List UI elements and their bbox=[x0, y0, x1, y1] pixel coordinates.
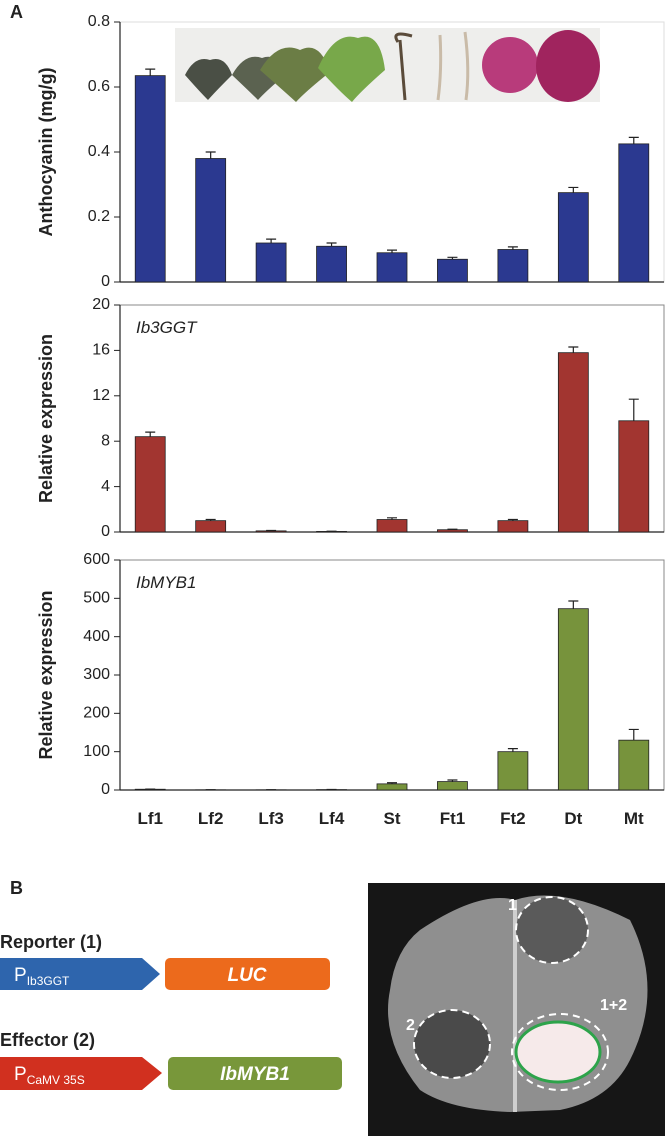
bar bbox=[619, 421, 649, 532]
x-tick-label: Mt bbox=[624, 809, 644, 828]
x-tick-label: Ft2 bbox=[500, 809, 526, 828]
panel-label: A bbox=[10, 2, 23, 22]
error-bar bbox=[568, 347, 578, 353]
error-bar bbox=[629, 729, 639, 740]
y-tick-label: 200 bbox=[83, 705, 110, 722]
y-tick-label: 20 bbox=[92, 296, 110, 313]
y-tick-label: 8 bbox=[101, 432, 110, 449]
y-tick-label: 500 bbox=[83, 590, 110, 607]
error-bar bbox=[206, 152, 216, 159]
y-axis-label: Anthocyanin (mg/g) bbox=[36, 68, 56, 237]
bar bbox=[256, 243, 286, 282]
error-bar bbox=[568, 601, 578, 609]
y-tick-label: 0.4 bbox=[88, 143, 110, 160]
y-tick-label: 0.2 bbox=[88, 208, 110, 225]
bar bbox=[437, 782, 467, 790]
x-tick-label: Lf1 bbox=[137, 809, 163, 828]
bar bbox=[437, 530, 467, 532]
bar bbox=[437, 259, 467, 282]
bar bbox=[196, 159, 226, 283]
error-bar bbox=[145, 432, 155, 437]
bar bbox=[377, 784, 407, 790]
gene-label: LUC bbox=[227, 965, 266, 986]
x-tick-label: Dt bbox=[564, 809, 582, 828]
error-bar bbox=[629, 399, 639, 421]
bar bbox=[558, 609, 588, 790]
y-tick-label: 0.6 bbox=[88, 78, 110, 95]
sample-photos bbox=[175, 28, 600, 102]
error-bar bbox=[327, 243, 337, 246]
y-tick-label: 0.8 bbox=[88, 13, 110, 30]
bar bbox=[498, 752, 528, 790]
reporter-title: Reporter (1) bbox=[0, 932, 102, 952]
bar bbox=[498, 250, 528, 283]
error-bar bbox=[266, 239, 276, 243]
bar bbox=[135, 437, 165, 532]
gene-label: Ib3GGT bbox=[136, 318, 198, 337]
bar bbox=[135, 76, 165, 282]
y-tick-label: 0 bbox=[101, 523, 110, 540]
bar bbox=[558, 353, 588, 532]
x-tick-label: Lf4 bbox=[319, 809, 345, 828]
error-bar bbox=[447, 529, 457, 530]
spot-label: 1+2 bbox=[600, 997, 627, 1014]
effector-title: Effector (2) bbox=[0, 1030, 95, 1050]
y-axis-label: Relative expression bbox=[36, 590, 56, 759]
construct-diagram: B Reporter (1) PIb3GGT LUC Effector (2) … bbox=[0, 878, 342, 1090]
panel-label: B bbox=[10, 878, 23, 898]
error-bar bbox=[568, 187, 578, 192]
x-tick-label: Ft1 bbox=[440, 809, 466, 828]
y-tick-label: 12 bbox=[92, 387, 110, 404]
bar bbox=[558, 193, 588, 282]
y-tick-label: 4 bbox=[101, 478, 110, 495]
bar bbox=[619, 144, 649, 282]
x-tick-label: St bbox=[384, 809, 401, 828]
error-bar bbox=[508, 749, 518, 752]
error-bar bbox=[145, 69, 155, 76]
bar bbox=[196, 521, 226, 532]
bar bbox=[317, 246, 347, 282]
bar bbox=[619, 740, 649, 790]
spot-label: 1 bbox=[508, 897, 517, 914]
error-bar bbox=[629, 137, 639, 144]
bar bbox=[377, 520, 407, 532]
y-tick-label: 16 bbox=[92, 342, 110, 359]
y-tick-label: 600 bbox=[83, 551, 110, 568]
x-tick-label: Lf3 bbox=[258, 809, 284, 828]
bar bbox=[377, 253, 407, 282]
bar bbox=[498, 521, 528, 532]
gene-label: IbMYB1 bbox=[136, 573, 196, 592]
gene-label: IbMYB1 bbox=[220, 1064, 290, 1085]
y-tick-label: 100 bbox=[83, 743, 110, 760]
y-axis-label: Relative expression bbox=[36, 334, 56, 503]
y-tick-label: 300 bbox=[83, 666, 110, 683]
spot-label: 2 bbox=[406, 1017, 415, 1034]
x-tick-label: Lf2 bbox=[198, 809, 224, 828]
y-tick-label: 0 bbox=[101, 781, 110, 798]
y-tick-label: 400 bbox=[83, 628, 110, 645]
y-tick-label: 0 bbox=[101, 273, 110, 290]
luciferase-photo: 1 2 1+2 bbox=[368, 883, 665, 1136]
